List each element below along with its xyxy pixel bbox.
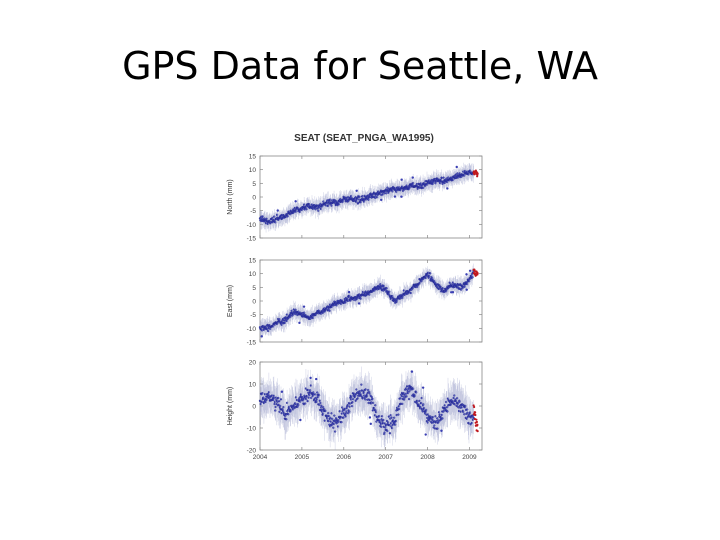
panel-1: 15 10 5 0 -5 -10 -15 North (mm) <box>227 154 483 243</box>
outlier-point <box>410 370 414 373</box>
recent-cloud <box>472 404 479 433</box>
data-point <box>408 397 411 401</box>
recent-point <box>474 411 477 414</box>
panel-3: 20 10 0 -10 -20 Height (mm) <box>227 360 483 455</box>
y-tick-label: -10 <box>247 222 257 229</box>
outlier-point <box>299 418 302 422</box>
recent-point <box>474 413 477 417</box>
y-tick-label: -5 <box>250 208 256 215</box>
outlier-point <box>347 290 351 294</box>
data-point <box>279 398 283 401</box>
y-tick-label: 10 <box>249 271 257 278</box>
x-tick-label: 2007 <box>378 454 393 461</box>
data-point <box>362 200 366 203</box>
gps-figure: SEAT (SEAT_PNGA_WA1995) 15 10 5 0 -5 -10 -15 No… <box>227 133 483 461</box>
y-tick-label: 0 <box>252 299 256 306</box>
outlier-point <box>424 433 427 436</box>
data-point <box>385 287 388 290</box>
y-tick-label: -5 <box>250 312 256 319</box>
y-tick-label: 10 <box>249 382 257 389</box>
panel-frame <box>259 259 483 343</box>
outlier-point <box>276 209 279 212</box>
y-axis-label: East (mm) <box>227 285 234 317</box>
outlier-point <box>369 422 372 426</box>
outlier-point <box>280 390 284 393</box>
outlier-point <box>302 305 306 308</box>
y-tick-label: 5 <box>252 285 256 292</box>
outlier-point <box>380 198 383 202</box>
data-point <box>371 397 374 400</box>
outlier-point <box>309 376 312 380</box>
outlier-point <box>455 165 458 169</box>
y-tick-label: -15 <box>247 236 257 243</box>
data-point <box>388 432 392 435</box>
x-tick-label: 2009 <box>462 454 477 461</box>
outlier-point <box>421 386 425 389</box>
panel-2: 15 10 5 0 -5 -10 -15 East (mm) <box>227 258 483 347</box>
recent-point <box>475 418 478 421</box>
y-tick-label: -10 <box>247 326 257 333</box>
outlier-point <box>446 187 449 190</box>
outlier-point <box>468 269 472 272</box>
observation-cloud <box>258 263 475 339</box>
outlier-point <box>355 189 358 192</box>
y-tick-label: -20 <box>247 448 257 455</box>
outlier-point <box>294 200 297 203</box>
outlier-point <box>451 291 455 294</box>
outlier-point <box>411 176 414 179</box>
recent-point <box>476 172 479 175</box>
data-point <box>340 421 343 424</box>
outlier-point <box>260 335 263 338</box>
observation-cloud <box>258 162 475 233</box>
recent-cloud <box>472 268 479 277</box>
outlier-point <box>465 273 468 276</box>
recent-point <box>476 423 479 426</box>
y-tick-label: 10 <box>249 167 257 174</box>
x-tick-label: 2008 <box>420 454 435 461</box>
y-tick-label: -15 <box>247 340 257 347</box>
y-tick-label: 0 <box>252 195 256 202</box>
data-point <box>286 215 289 218</box>
x-tick-label: 2006 <box>337 454 352 461</box>
y-tick-label: 5 <box>252 181 256 188</box>
slide-title: GPS Data for Seattle, WA <box>122 44 598 88</box>
outlier-point <box>400 195 403 198</box>
y-tick-label: -10 <box>247 426 257 433</box>
outlier-point <box>400 178 403 181</box>
outlier-point <box>440 429 443 432</box>
recent-point <box>476 430 479 433</box>
data-point <box>333 414 336 417</box>
observation-cloud <box>258 366 475 451</box>
outlier-point <box>357 302 361 305</box>
x-tick-label: 2005 <box>295 454 310 461</box>
recent-point <box>475 420 478 424</box>
outlier-point <box>465 288 468 291</box>
data-point <box>429 272 432 275</box>
y-tick-label: 0 <box>252 404 256 411</box>
y-tick-label: 15 <box>249 154 257 161</box>
x-tick-label: 2004 <box>253 454 268 461</box>
data-point <box>285 418 288 421</box>
data-point <box>274 409 277 412</box>
y-tick-label: 20 <box>249 360 257 367</box>
outlier-point <box>393 195 397 198</box>
y-tick-label: 15 <box>249 258 257 265</box>
chart-panels: 15 10 5 0 -5 -10 -15 North (mm) 15 10 5 0 -5 -10 -15 Ea… <box>227 154 483 461</box>
y-axis-label: Height (mm) <box>227 387 234 426</box>
recent-cloud <box>472 169 479 178</box>
outlier-point <box>298 321 301 325</box>
y-axis-label: North (mm) <box>227 179 234 214</box>
chart-title: SEAT (SEAT_PNGA_WA1995) <box>294 133 434 144</box>
recent-point <box>476 272 479 275</box>
outlier-point <box>450 291 453 294</box>
outlier-point <box>315 377 318 381</box>
outlier-point <box>368 416 372 419</box>
recent-point <box>473 405 476 409</box>
